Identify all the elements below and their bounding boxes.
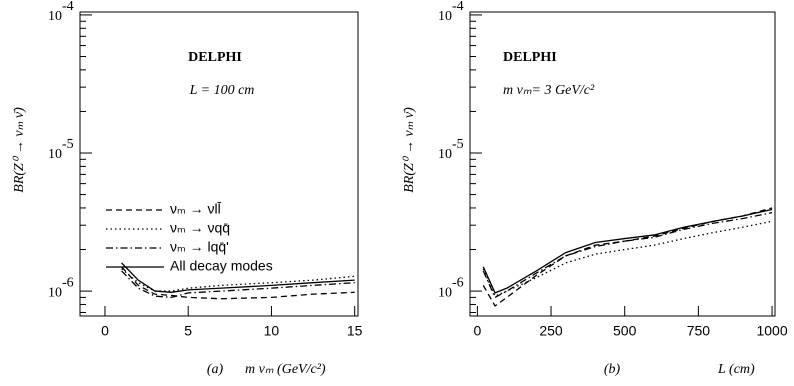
series-line: [121, 270, 355, 299]
y-axis-label: BR(Z⁰ → νₘ ν̄): [12, 107, 27, 193]
x-tick-label: 750: [687, 323, 711, 339]
series-line: [482, 207, 773, 307]
series-line: [121, 268, 355, 292]
y-tick-exponent: -4: [62, 0, 74, 14]
x-tick-label: 250: [539, 323, 563, 339]
y-tick-label: 10: [438, 147, 452, 162]
y-tick-exponent: -6: [62, 275, 74, 290]
series-line: [482, 220, 773, 297]
series-line: [482, 211, 773, 299]
y-tick-label: 10: [438, 285, 452, 300]
x-tick-label: 0: [473, 323, 481, 339]
y-tick-exponent: -5: [452, 137, 464, 152]
legend-label: νₘ → νll̄: [170, 201, 221, 217]
experiment-label: DELPHI: [188, 50, 242, 65]
y-tick-exponent: -4: [452, 0, 464, 14]
y-tick-label: 10: [438, 9, 452, 24]
x-tick-label: 5: [184, 323, 192, 339]
x-axis-label: m νₘ (GeV/c²): [245, 362, 326, 377]
experiment-label: DELPHI: [503, 50, 557, 65]
legend-label: All decay modes: [170, 258, 273, 274]
panel-label: (b): [604, 362, 621, 377]
y-tick-exponent: -5: [62, 137, 74, 152]
panel-label: (a): [207, 362, 224, 377]
plot-frame: [469, 11, 776, 317]
y-axis-label: BR(Z⁰ → νₘ ν̄): [402, 107, 417, 193]
plot-frame: [79, 11, 359, 317]
panel-note: L = 100 cm: [189, 83, 255, 98]
series-line: [121, 262, 355, 293]
y-tick-label: 10: [48, 147, 62, 162]
panel-note: m νₘ= 3 GeV/c²: [503, 83, 595, 98]
legend-label: νₘ → νqq̄: [170, 220, 230, 236]
y-tick-label: 10: [48, 9, 62, 24]
x-axis-label: L (cm): [717, 362, 755, 377]
y-tick-label: 10: [48, 285, 62, 300]
x-tick-label: 10: [264, 323, 280, 339]
legend-label: νₘ → lqq̄': [170, 239, 229, 255]
x-tick-label: 500: [613, 323, 637, 339]
x-tick-label: 1000: [756, 323, 787, 339]
x-tick-label: 15: [347, 323, 363, 339]
series-line: [121, 266, 355, 300]
series-line: [482, 208, 773, 294]
x-tick-label: 0: [101, 323, 109, 339]
y-tick-exponent: -6: [452, 275, 464, 290]
